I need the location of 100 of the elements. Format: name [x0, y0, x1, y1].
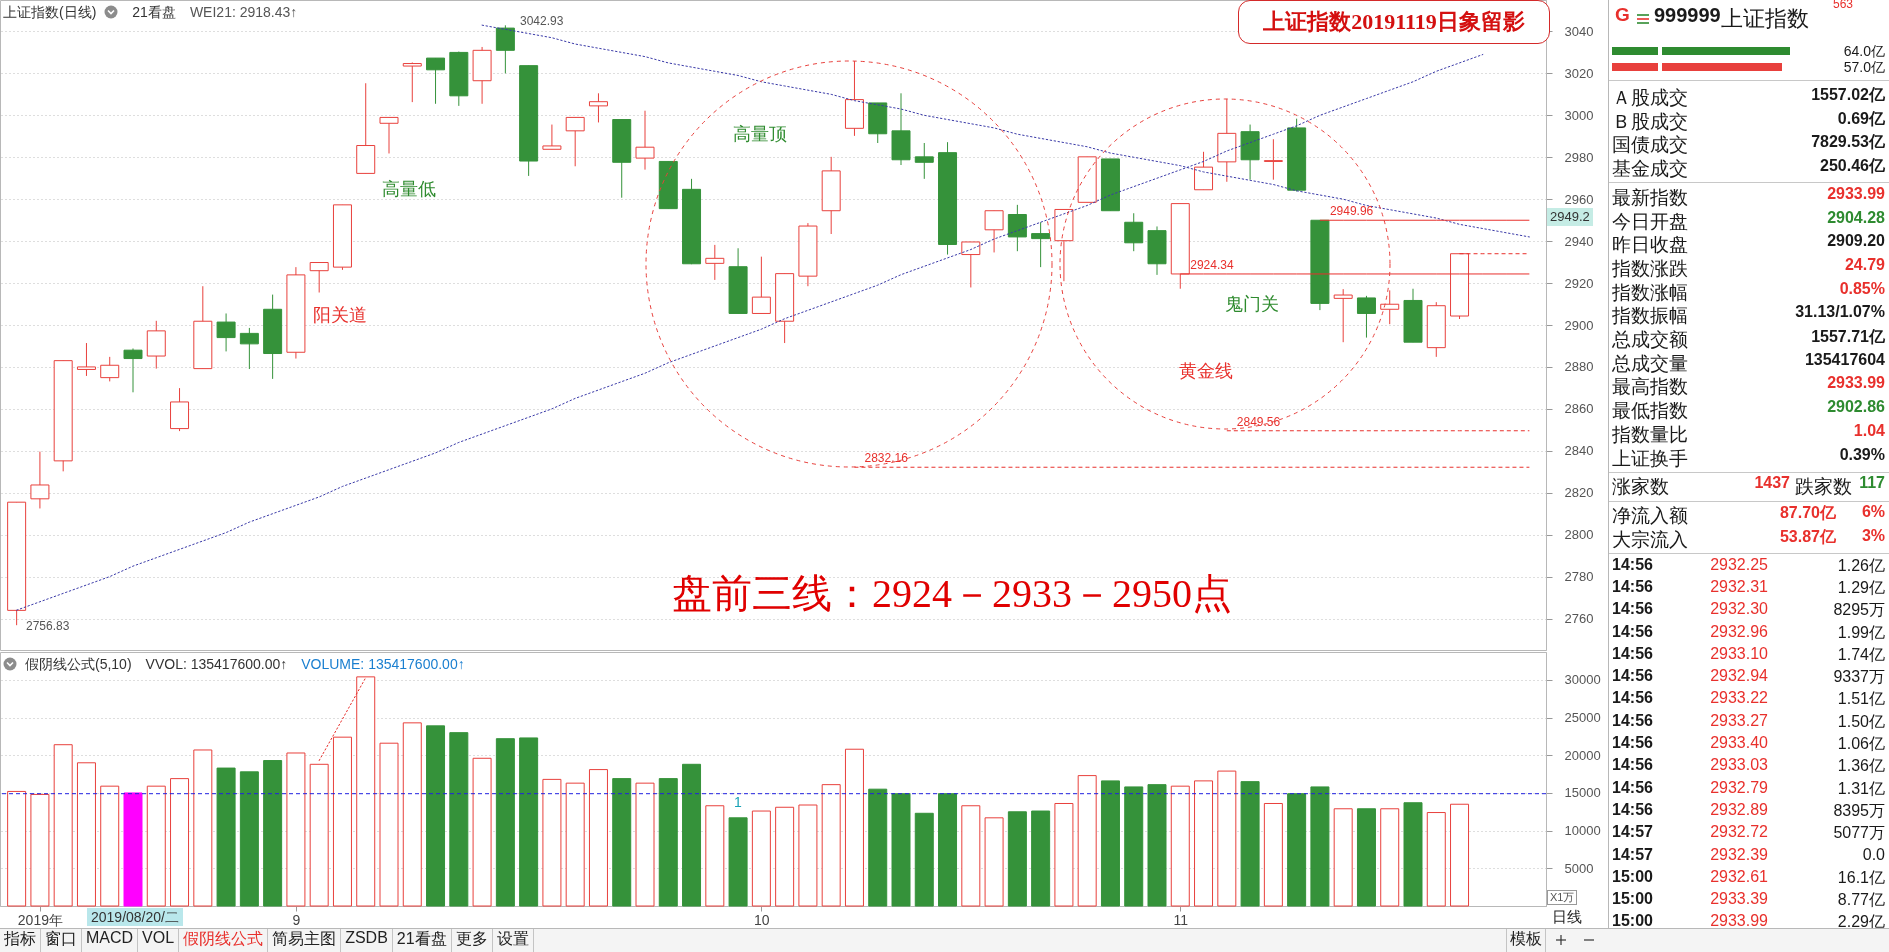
bar — [1380, 808, 1400, 907]
bar — [565, 782, 585, 907]
bar — [1426, 812, 1446, 907]
candlestick — [1031, 221, 1051, 268]
text: 2902.86 — [1827, 398, 1885, 418]
x-tick-label: 2019年 — [17, 911, 63, 928]
text: 999999 — [1654, 4, 1721, 28]
text: MACD — [82, 929, 139, 952]
y-tick-label: 2800 — [1564, 527, 1594, 543]
text: 16.1亿 — [1837, 867, 1885, 888]
bar — [588, 769, 608, 907]
text: 14:56 — [1612, 622, 1653, 642]
candlestick — [705, 244, 725, 281]
bar — [263, 760, 283, 907]
bar — [472, 757, 492, 907]
text: 2019/08/20/二 — [87, 908, 183, 926]
bar — [239, 771, 259, 907]
text: 指数振幅 — [1612, 304, 1688, 327]
annotation: 高量低 — [382, 179, 436, 199]
bar — [402, 722, 422, 907]
bar — [1217, 770, 1237, 907]
text: 14:56 — [1612, 734, 1653, 753]
y-tick-label: 30000 — [1564, 672, 1601, 688]
bar — [1194, 780, 1214, 907]
bar — [1450, 803, 1470, 907]
bar — [1403, 802, 1423, 907]
text: 2932.39 — [1710, 845, 1768, 865]
bar — [356, 676, 376, 907]
annotation: 阳关道 — [313, 305, 367, 325]
text: 14:56 — [1612, 689, 1653, 709]
text: 2932.89 — [1710, 800, 1768, 820]
y-tick-label: 10000 — [1564, 823, 1601, 839]
bar — [1031, 810, 1051, 907]
candlestick — [914, 142, 934, 180]
y-tick-label: 2980 — [1564, 149, 1594, 165]
y-tick-label: 5000 — [1564, 860, 1594, 876]
text: 0.0 — [1862, 845, 1885, 865]
text: 日线 — [1552, 908, 1582, 927]
text: 14:56 — [1612, 577, 1653, 597]
candlestick — [76, 342, 96, 377]
bar — [1287, 793, 1307, 907]
bar — [844, 748, 864, 907]
candlestick — [495, 24, 515, 74]
text: Ａ股成交 — [1612, 86, 1688, 109]
text: 简易主图 — [268, 929, 342, 952]
text: 2933.27 — [1710, 711, 1768, 731]
bar — [891, 793, 911, 907]
text: 8395万 — [1833, 800, 1885, 821]
y-tick-label: 2920 — [1564, 275, 1594, 291]
text: 2932.79 — [1710, 778, 1768, 798]
text: 最高指数 — [1612, 375, 1688, 399]
candlestick — [1380, 289, 1400, 325]
bar — [775, 806, 795, 907]
text: 2904.28 — [1827, 208, 1885, 228]
text: 1.50亿 — [1837, 711, 1885, 732]
bar — [1310, 786, 1330, 907]
x-tick-label: 11 — [1173, 911, 1189, 928]
text: 1.36亿 — [1837, 756, 1885, 777]
text: 假阴线公式 — [179, 929, 269, 952]
text: 64.0亿 — [1843, 43, 1885, 59]
text: 2932.30 — [1710, 600, 1768, 620]
text: 2933.10 — [1710, 644, 1768, 664]
text: 指数涨幅 — [1612, 280, 1688, 304]
annotation: 2756.83 — [26, 619, 70, 633]
text: 21看盘 — [392, 929, 452, 952]
text: 2933.99 — [1827, 184, 1885, 204]
text: 2932.94 — [1710, 667, 1768, 687]
bar — [751, 810, 771, 907]
text: 53.87亿 — [1779, 526, 1836, 547]
y-tick-label: 15000 — [1564, 785, 1601, 801]
text: 2933.22 — [1710, 689, 1768, 709]
bar — [170, 778, 190, 907]
candlestick — [100, 356, 120, 382]
bar — [53, 744, 73, 907]
annotation: 高量顶 — [733, 124, 787, 144]
text: 1.31亿 — [1837, 778, 1885, 799]
candlestick — [123, 347, 143, 393]
bar — [426, 725, 446, 907]
bar — [635, 782, 655, 907]
text: 14:57 — [1612, 845, 1653, 865]
text: 1437 — [1754, 474, 1790, 494]
bar — [1240, 781, 1260, 907]
y-tick-label: 25000 — [1564, 710, 1601, 726]
text: 14:56 — [1612, 555, 1653, 575]
text: 31.13/1.07% — [1795, 303, 1885, 323]
bar — [449, 732, 469, 907]
y-tick-label: 2780 — [1564, 569, 1594, 585]
bar — [1147, 784, 1167, 907]
bar — [100, 785, 120, 907]
candlestick — [30, 451, 50, 509]
text: 指数量比 — [1612, 422, 1688, 446]
y-tick-label: 2900 — [1564, 317, 1594, 333]
series-label: 2924.34 — [1190, 257, 1234, 272]
text: 14:56 — [1612, 711, 1653, 731]
text: 基金成交 — [1612, 157, 1688, 180]
text: 2933.99 — [1827, 374, 1885, 394]
candlestick — [239, 327, 259, 370]
text: 上证指数 — [1721, 5, 1809, 33]
text: 9337万 — [1833, 667, 1885, 688]
bar — [519, 737, 539, 907]
